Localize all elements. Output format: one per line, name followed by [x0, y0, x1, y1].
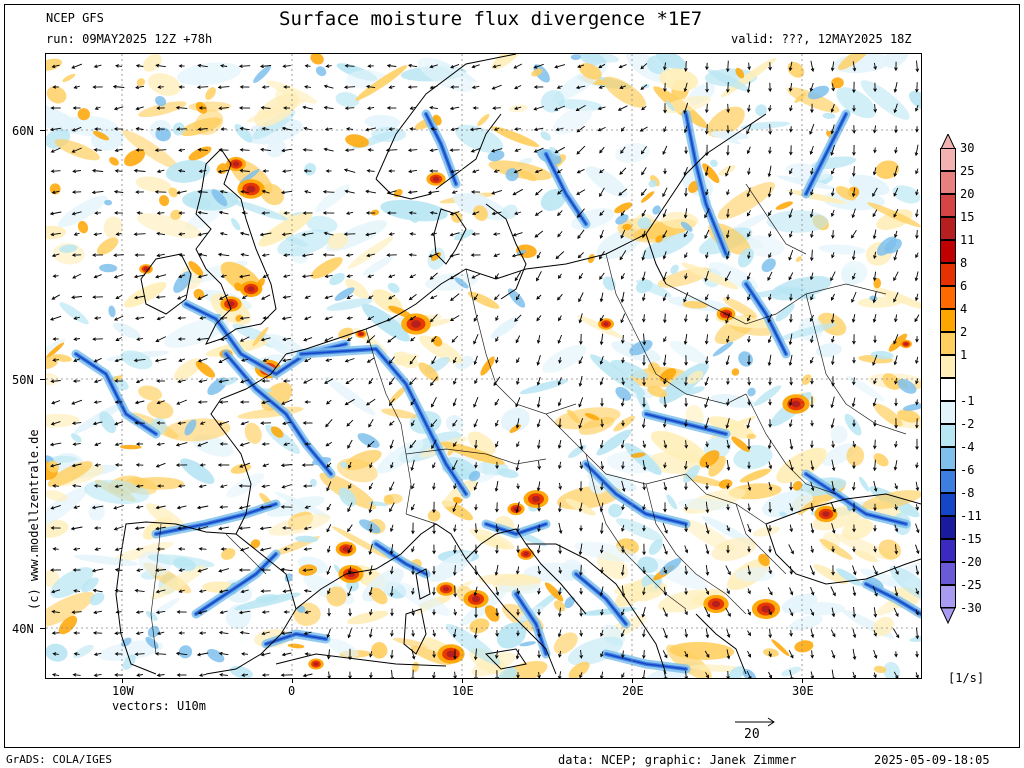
colorbar-swatch	[940, 240, 956, 263]
colorbar-tick-label: 6	[960, 279, 968, 293]
colorbar-tick-label: 1	[960, 348, 968, 362]
colorbar-swatch	[940, 194, 956, 217]
lon-label-20e: 20E	[622, 684, 644, 698]
data-credit: data: NCEP; graphic: Janek Zimmer	[558, 753, 797, 767]
lat-label-40n: 40N	[12, 622, 34, 636]
country-borders	[150, 183, 907, 655]
wind-vectors	[49, 60, 920, 678]
colorbar-tick-label: 8	[960, 256, 968, 270]
lat-label-60n: 60N	[12, 124, 34, 138]
lat-tick	[40, 379, 46, 380]
vectors-label: vectors: U10m	[112, 699, 206, 713]
lat-label-50n: 50N	[12, 373, 34, 387]
colorbar-tick-label: -11	[960, 509, 982, 523]
colorbar-tick-label: -2	[960, 417, 975, 431]
colorbar-swatch	[940, 585, 956, 608]
colorbar-tick-label: -30	[960, 601, 982, 615]
colorbar-swatch	[940, 539, 956, 562]
colorbar-swatch	[940, 424, 956, 447]
run-label: run: 09MAY2025 12Z +78h	[46, 32, 213, 46]
divergence-field	[46, 54, 921, 678]
colorbar-swatch	[940, 401, 956, 424]
lat-tick	[40, 130, 46, 131]
lon-tick	[462, 678, 463, 683]
colorbar-swatch	[940, 355, 956, 378]
map-canvas	[46, 54, 921, 678]
colorbar-tick-label: 4	[960, 302, 968, 316]
colorbar-tick-label: -15	[960, 532, 982, 546]
lon-label-10e: 10E	[452, 684, 474, 698]
colorbar-tick-label: -4	[960, 440, 975, 454]
colorbar-tick-label: -8	[960, 486, 975, 500]
colorbar-tick-label: 25	[960, 164, 975, 178]
lon-tick	[802, 678, 803, 683]
lat-tick	[40, 628, 46, 629]
colorbar-tick-label: 2	[960, 325, 968, 339]
reference-vector-value: 20	[744, 727, 760, 742]
graticule	[46, 54, 921, 678]
model-label: NCEP GFS	[46, 11, 104, 25]
valid-label: valid: ???, 12MAY2025 18Z	[731, 32, 912, 46]
lon-tick	[632, 678, 633, 683]
lon-tick	[122, 678, 123, 683]
colorbar-swatch	[940, 493, 956, 516]
grads-credit: GrADS: COLA/IGES	[6, 753, 112, 766]
colorbar-legend: 30 25 20 15 11 8 6 4 2 1 -1 -2 -4 -6 -8 -11 -15 -20 -25 -30	[940, 134, 1014, 634]
colorbar-tick-label: -25	[960, 578, 982, 592]
colorbar-swatch	[940, 562, 956, 585]
map-panel	[46, 54, 921, 678]
figure-frame	[4, 4, 1020, 748]
colorbar-swatch	[940, 171, 956, 194]
colorbar-tick-label: 11	[960, 233, 975, 247]
colorbar-tick-label: 30	[960, 141, 975, 155]
units-label: [1/s]	[948, 671, 985, 685]
lon-label-10w: 10W	[112, 684, 134, 698]
colorbar-tick-label: 15	[960, 210, 975, 224]
timestamp: 2025-05-09-18:05	[874, 753, 990, 767]
colorbar-swatch	[940, 378, 956, 401]
colorbar-swatch	[940, 447, 956, 470]
colorbar-swatch	[940, 516, 956, 539]
colorbar-swatch	[940, 309, 956, 332]
colorbar-tick-label: -6	[960, 463, 975, 477]
colorbar-bottom-arrow	[940, 608, 956, 624]
copyright-side-text: (c) www.modellzentrale.de	[27, 429, 41, 610]
colorbar-tick-label: -20	[960, 555, 982, 569]
colorbar-tick-label: 20	[960, 187, 975, 201]
colorbar-swatch	[940, 470, 956, 493]
colorbar-swatch	[940, 148, 956, 171]
colorbar-tick-label: -1	[960, 394, 975, 408]
colorbar-swatch	[940, 217, 956, 240]
lon-label-0: 0	[288, 684, 296, 698]
colorbar-swatch	[940, 332, 956, 355]
map-title: Surface moisture flux divergence *1E7	[279, 8, 703, 30]
reference-vector-arrow	[735, 717, 775, 727]
lon-label-30e: 30E	[792, 684, 814, 698]
lon-tick	[292, 678, 293, 683]
colorbar-swatch	[940, 286, 956, 309]
colorbar-swatch	[940, 263, 956, 286]
